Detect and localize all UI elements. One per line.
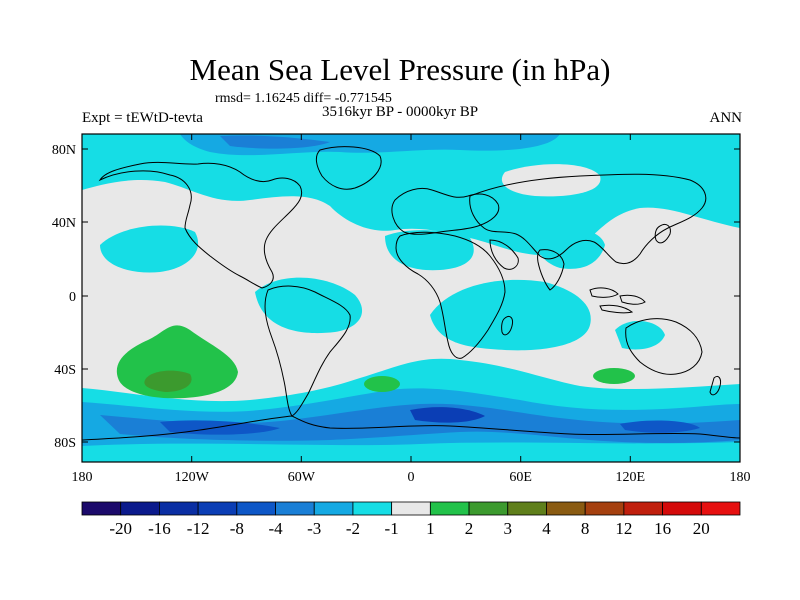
colorbar-box — [313, 501, 354, 516]
coast-new-zealand — [709, 375, 721, 396]
coast-indonesia — [589, 287, 646, 314]
colorbar-label: -20 — [109, 519, 132, 538]
colorbar-box — [429, 501, 470, 516]
colorbar-box — [81, 501, 122, 516]
colorbar-label: -3 — [307, 519, 321, 538]
colorbar-label: -16 — [148, 519, 171, 538]
lon-label: 120W — [175, 470, 210, 485]
axis-ticks — [82, 134, 740, 462]
field-satlantic-green — [364, 376, 400, 392]
coast-japan — [654, 223, 671, 244]
season-label: ANN — [709, 110, 743, 126]
lon-label: 60E — [509, 470, 532, 485]
field-africa-band — [385, 230, 474, 271]
colorbar-box — [197, 501, 238, 516]
colorbar-label: 8 — [581, 519, 590, 538]
coast-arabia — [489, 239, 519, 270]
lat-label: 0 — [69, 290, 76, 305]
coast-south-america — [264, 285, 351, 417]
colorbar-boxes — [81, 501, 741, 516]
coast-europe — [391, 187, 500, 235]
lon-label: 120E — [616, 470, 646, 485]
page-title: Mean Sea Level Pressure (in hPa) — [189, 52, 611, 87]
lat-label: 80S — [54, 436, 76, 451]
colorbar-label: 3 — [504, 519, 513, 538]
colorbar-label: 12 — [615, 519, 632, 538]
colorbar-box — [120, 501, 160, 516]
coast-australia — [625, 318, 703, 375]
field-npacific-lobe — [100, 225, 199, 273]
colorbar-box — [236, 501, 276, 516]
experiment-label: Expt = tEWtD-tevta — [82, 110, 203, 126]
colorbar-box — [623, 501, 663, 516]
coastlines — [82, 146, 740, 441]
colorbar-box — [159, 501, 199, 516]
colorbar-label: -12 — [187, 519, 210, 538]
colorbar-label: -8 — [230, 519, 244, 538]
colorbar-label: -1 — [385, 519, 399, 538]
lon-label: 60W — [288, 470, 316, 485]
field-southern-core-2 — [410, 407, 485, 423]
lat-label: 80N — [52, 143, 76, 158]
lat-label: 40S — [54, 363, 76, 378]
coast-africa — [395, 231, 506, 359]
field-tropical-band — [255, 277, 363, 334]
colorbar-box — [700, 501, 741, 516]
field-indian-ocean — [430, 279, 591, 351]
coast-india — [537, 249, 565, 291]
colorbar-box — [662, 501, 702, 516]
longitude-labels: 180 120W 60W 0 60E 120E 180 — [72, 470, 751, 485]
coast-asia — [469, 173, 707, 265]
colorbar-label: 2 — [465, 519, 474, 538]
colorbar-label: -2 — [346, 519, 360, 538]
field-sasia-tongue — [536, 228, 605, 269]
field-southern-midblue — [100, 403, 740, 443]
field-antarctic-strip — [82, 442, 740, 462]
coast-greenland — [315, 146, 382, 190]
period-label: 3516kyr BP - 0000kyr BP — [322, 104, 479, 120]
colorbar-label: 16 — [654, 519, 671, 538]
lon-label: 0 — [408, 470, 415, 485]
colorbar-box — [507, 501, 547, 516]
lat-label: 40N — [52, 216, 76, 231]
coast-madagascar — [501, 315, 513, 336]
colorbar: -20 -16 -12 -8 -4 -3 -2 -1 1 2 3 4 8 12 16 20 — [81, 501, 741, 538]
field-arctic-band — [82, 134, 740, 256]
field-sindian-green — [593, 368, 635, 384]
colorbar-label: 1 — [426, 519, 435, 538]
colorbar-box — [275, 501, 315, 516]
colorbar-box — [584, 501, 625, 516]
coast-antarctica — [82, 415, 740, 441]
lon-label: 180 — [730, 470, 751, 485]
field-siberia-patch — [501, 164, 601, 197]
field-southern-core-3 — [620, 420, 700, 433]
lon-label: 180 — [72, 470, 93, 485]
field-arctic-spot — [220, 135, 330, 149]
colorbar-box — [546, 501, 586, 516]
colorbar-label: -4 — [268, 519, 283, 538]
colorbar-labels: -20 -16 -12 -8 -4 -3 -2 -1 1 2 3 4 8 12 16 20 — [109, 519, 709, 538]
colorbar-label: 20 — [693, 519, 710, 538]
field-spacific-olive — [144, 370, 192, 392]
latitude-labels: 80N 40N 0 40S 80S — [52, 143, 76, 451]
coast-north-america — [98, 161, 303, 289]
rmsd-diff-stats: rmsd= 1.16245 diff= -0.771545 — [215, 91, 392, 106]
colorbar-label: 4 — [542, 519, 551, 538]
colorbar-box — [391, 501, 431, 516]
map-field — [82, 134, 740, 462]
colorbar-box — [352, 501, 393, 516]
colorbar-box — [468, 501, 509, 516]
